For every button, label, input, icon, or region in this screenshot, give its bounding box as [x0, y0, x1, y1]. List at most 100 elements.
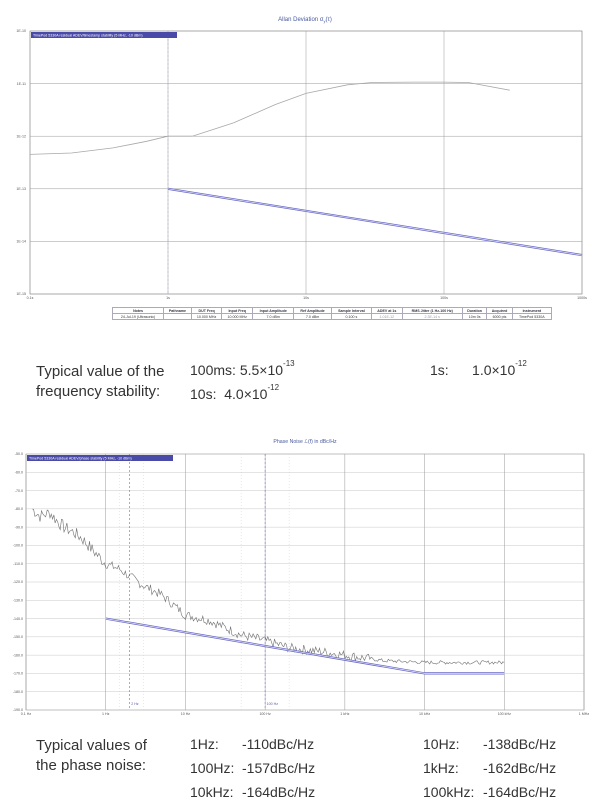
- pn-y-tick-label: -110.0: [13, 562, 23, 566]
- pn-y-tick-label: -140.0: [13, 617, 23, 621]
- spec-value: -110dBc/Hz: [242, 736, 315, 752]
- spec-value: -157dBc/Hz: [242, 760, 316, 776]
- pn-legend-box: [27, 455, 173, 461]
- adev-chart: Allan Deviation σy(τ) 1E-101E-111E-121E-…: [16, 17, 587, 300]
- adev-y-tick-label: 1E-14: [16, 240, 26, 244]
- spec-name: 100ms:: [190, 362, 236, 378]
- freq-stability-10s: 10s: 4.0×10-12: [190, 383, 280, 402]
- spec-exponent: -12: [515, 359, 527, 368]
- adev-x-tick-label: 1000s: [577, 296, 587, 300]
- pn-tick-labels: -50.0 -60.0 -70.0 -80.0 -90.0 -100.0 -110.0 -12…: [13, 452, 590, 716]
- pn-x-tick-label: 1 Hz: [102, 712, 110, 716]
- adev-tick-labels: 1E-10 1E-11 1E-12 1E-13 1E-14 1E-150.1s 1s 10s 1…: [16, 29, 587, 300]
- adev-x-tick-label: 10s: [303, 296, 309, 300]
- table-cell: 2.3E-14 s: [401, 313, 463, 321]
- spec-name: 1s:: [430, 362, 449, 378]
- pn-grid: [25, 453, 585, 711]
- pn-y-tick-label: -190.0: [13, 708, 23, 712]
- phase-noise-chart: Phase Noise ℒ(f) in dBc/Hz -50.0 -60.0 -70…: [13, 439, 590, 716]
- spec-name: 10kHz:: [190, 784, 234, 800]
- measurement-table: Notes Pathname DUT Freq Input Freq Input…: [111, 306, 553, 321]
- adev-x-tick-label: 0.1s: [27, 296, 34, 300]
- phase-noise-label: Typical values of the phase noise:: [36, 737, 147, 774]
- adev-legend-text: TimePod 5330A residual ADEV/timestamp st…: [33, 33, 143, 37]
- pn-y-tick-label: -100.0: [13, 544, 23, 548]
- spec-exponent: -13: [283, 359, 295, 368]
- pn-series-measured: [32, 508, 505, 665]
- spec-value: -138dBc/Hz: [483, 736, 557, 752]
- pn-y-tick-label: -90.0: [15, 525, 23, 529]
- table-cell: 10.000 MHz: [190, 313, 223, 321]
- pn-legend-text: TimePod 5330A residual ADEV/phase stabil…: [29, 456, 132, 460]
- phase-noise-1hz: 1Hz: -110dBc/Hz: [190, 736, 314, 752]
- table-cell: [163, 313, 192, 321]
- pn-x-tick-label: 1 kHz: [340, 712, 349, 716]
- phase-noise-10khz: 10kHz: -164dBc/Hz: [190, 784, 315, 800]
- spec-mantissa: 5.5×10: [239, 362, 284, 378]
- phase-noise-100khz: 100kHz: -164dBc/Hz: [423, 784, 556, 800]
- spec-name: 100Hz:: [190, 760, 235, 776]
- spec-value: -164dBc/Hz: [242, 784, 316, 800]
- spec-value: -162dBc/Hz: [483, 760, 557, 776]
- pn-x-tick-label: 1 MHz: [579, 712, 590, 716]
- spec-value: -164dBc/Hz: [483, 784, 557, 800]
- pn-x-tick-label: 10 Hz: [181, 712, 191, 716]
- table-cell: 10m 0s: [461, 313, 488, 321]
- pn-y-tick-label: -70.0: [15, 489, 23, 493]
- measurement-table-header: Notes Pathname DUT Freq Input Freq Input…: [111, 306, 553, 315]
- phase-noise-1khz: 1kHz: -162dBc/Hz: [423, 760, 556, 776]
- pn-x-tick-label: 100 kHz: [498, 712, 511, 716]
- phase-noise-100hz: 100Hz: -157dBc/Hz: [190, 760, 315, 776]
- freq-stability-100ms: 100ms: 5.5×10-13: [190, 359, 295, 378]
- adev-x-tick-label: 1s: [166, 296, 170, 300]
- adev-series-measured: [29, 81, 510, 155]
- table-cell: 1.01E-12: [371, 313, 403, 321]
- spec-mantissa: 4.0×10: [224, 386, 268, 402]
- pn-series-floor-inner: [105, 618, 505, 674]
- pn-y-tick-label: -120.0: [13, 580, 23, 584]
- pn-marker-label: 100 Hz: [267, 702, 279, 706]
- spec-name: 10Hz:: [423, 736, 460, 752]
- pn-marker-label: 2 Hz: [131, 702, 139, 706]
- pn-y-tick-label: -180.0: [13, 690, 23, 694]
- adev-y-tick-label: 1E-11: [17, 82, 26, 86]
- pn-series: [32, 508, 505, 675]
- adev-series-floor-inner: [167, 188, 583, 256]
- adev-x-tick-label: 100s: [440, 296, 448, 300]
- adev-y-tick-label: 1E-10: [16, 29, 26, 33]
- measurement-table-row: 24-Jul-19 (Ultrasonic) 10.000 MHz 10.000…: [111, 313, 553, 321]
- adev-y-tick-label: 1E-15: [16, 292, 26, 296]
- adev-y-tick-label: 1E-12: [16, 134, 26, 138]
- adev-series: [29, 81, 583, 257]
- pn-y-tick-label: -130.0: [13, 598, 23, 602]
- table-cell: 6000 pts: [486, 313, 513, 321]
- pn-y-tick-label: -160.0: [13, 653, 23, 657]
- table-cell: 0.100 s: [330, 313, 373, 321]
- spec-exponent: -12: [267, 383, 280, 392]
- pn-y-tick-label: -80.0: [15, 507, 23, 511]
- pn-x-tick-label: 10 kHz: [419, 712, 430, 716]
- pn-markers: [119, 454, 290, 710]
- table-cell: 7.0 dBm: [293, 313, 332, 321]
- spec-name: 10s:: [190, 386, 217, 402]
- pn-y-tick-label: -50.0: [15, 452, 23, 456]
- adev-y-tick-label: 1E-13: [16, 187, 26, 191]
- pn-title: Phase Noise ℒ(f) in dBc/Hz: [273, 439, 337, 445]
- pn-x-tick-label: 100 Hz: [259, 712, 271, 716]
- spec-mantissa: 1.0×10: [472, 362, 516, 378]
- table-cell: 10.000 MHz: [221, 313, 254, 321]
- table-cell: TimePod 5330A: [511, 313, 553, 321]
- adev-legend-box: [31, 32, 177, 38]
- adev-title: Allan Deviation σy(τ): [278, 17, 332, 24]
- pn-y-tick-label: -60.0: [15, 470, 23, 474]
- pn-x-tick-label: 0.1 Hz: [21, 712, 32, 716]
- spec-name: 1Hz:: [190, 736, 219, 752]
- pn-y-tick-label: -150.0: [13, 635, 23, 639]
- phase-noise-10hz: 10Hz: -138dBc/Hz: [423, 736, 556, 752]
- table-cell: 24-Jul-19 (Ultrasonic): [111, 313, 165, 321]
- table-cell: 7.0 dBm: [252, 313, 295, 321]
- pn-y-tick-label: -170.0: [13, 672, 23, 676]
- freq-stability-1s: 1s: 1.0×10-12: [430, 359, 527, 378]
- spec-name: 1kHz:: [423, 760, 459, 776]
- spec-name: 100kHz:: [423, 784, 475, 800]
